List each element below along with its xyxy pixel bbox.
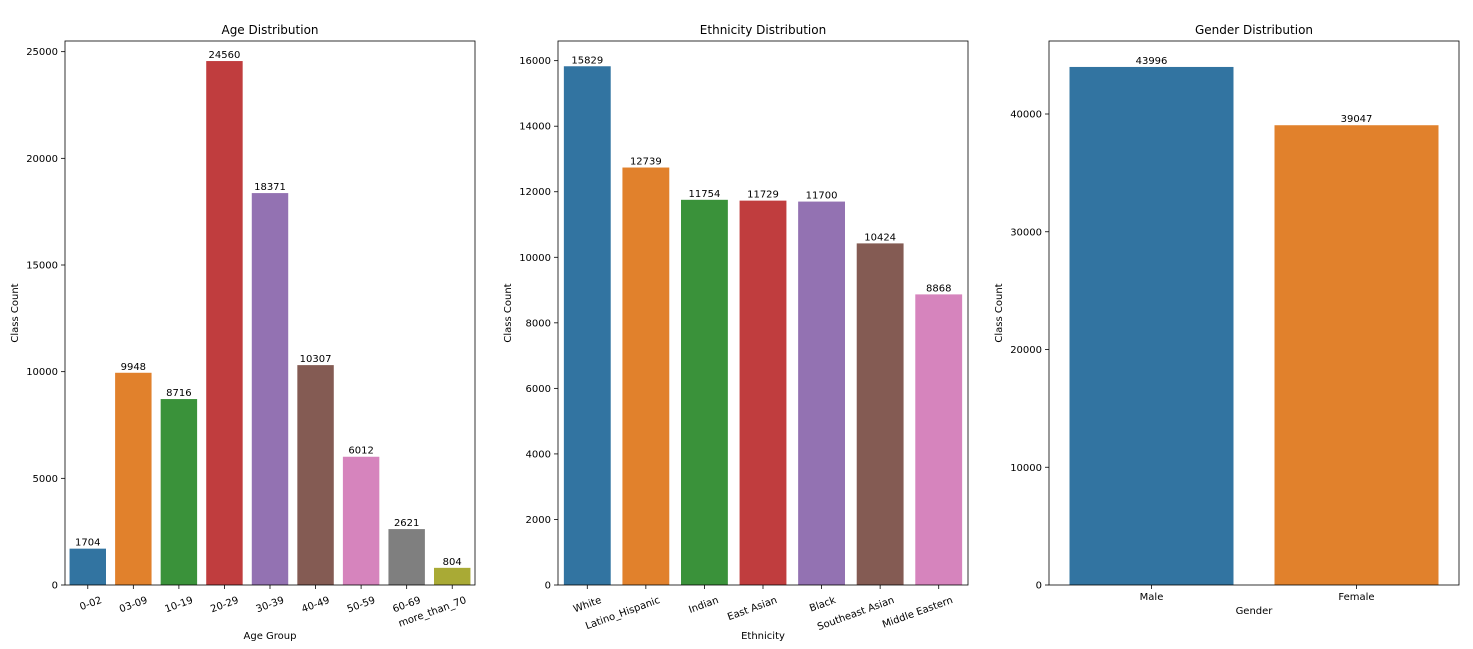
data-label-60-69: 2621 <box>394 518 419 529</box>
bar-40-49 <box>297 365 334 585</box>
bar-60-69 <box>388 529 425 585</box>
x-tick-label-east-asian: East Asian <box>726 595 779 623</box>
data-label-white: 15829 <box>571 55 603 66</box>
y-tick-label: 10000 <box>26 367 58 378</box>
x-tick-label-20-29: 20-29 <box>209 595 240 615</box>
data-label-20-29: 24560 <box>209 50 241 61</box>
chart-title: Gender Distribution <box>1195 23 1313 37</box>
data-label-male: 43996 <box>1136 56 1168 67</box>
x-tick-label-03-09: 03-09 <box>118 595 149 615</box>
bar-east-asian <box>739 200 787 586</box>
age-distribution-chart: 1704 9948 8716 24560 18371 10307 6012 2621 804 0 5… <box>10 23 476 642</box>
x-tick-label-0-02: 0-02 <box>78 595 103 613</box>
x-tick-label-indian: Indian <box>687 595 720 616</box>
y-tick-label: 5000 <box>33 474 58 485</box>
ethnicity-distribution-chart: 15829 12739 11754 11729 11700 10424 8868 0 2000 4… <box>503 23 969 642</box>
y-tick-label: 14000 <box>519 122 551 133</box>
data-label-latino-hispanic: 12739 <box>630 157 662 168</box>
x-axis-label: Ethnicity <box>741 631 785 642</box>
y-tick-label: 2000 <box>526 515 551 526</box>
y-tick-label: 0 <box>545 581 551 592</box>
bar-50-59 <box>342 456 380 585</box>
y-axis-label: Class Count <box>503 283 514 342</box>
y-tick-label: 4000 <box>526 449 551 460</box>
bar-20-29 <box>206 61 243 585</box>
bar-white <box>563 66 611 586</box>
axes-frame <box>1048 40 1460 586</box>
y-tick-label: 0 <box>52 581 58 592</box>
bar-more-than-70 <box>434 567 471 585</box>
data-label-03-09: 9948 <box>121 362 146 373</box>
data-label-40-49: 10307 <box>300 354 332 365</box>
data-label-middle-eastern: 8868 <box>926 283 951 294</box>
y-tick-label: 16000 <box>519 56 551 67</box>
x-tick-label-male: Male <box>1140 592 1164 603</box>
x-tick-label-30-39: 30-39 <box>255 595 286 615</box>
y-tick-label: 20000 <box>1010 345 1042 356</box>
chart-title: Age Distribution <box>221 23 318 37</box>
y-tick-label: 20000 <box>26 154 58 165</box>
x-tick-label-10-19: 10-19 <box>164 595 195 615</box>
data-label-10-19: 8716 <box>166 388 191 399</box>
x-tick-label-female: Female <box>1338 592 1374 603</box>
data-label-30-39: 18371 <box>254 182 286 193</box>
data-label-indian: 11754 <box>689 189 721 200</box>
y-tick-label: 6000 <box>526 384 551 395</box>
y-axis-label: Class Count <box>994 283 1005 342</box>
data-label-female: 39047 <box>1341 114 1373 125</box>
x-tick-label-50-59: 50-59 <box>346 595 377 615</box>
data-label-50-59: 6012 <box>348 446 373 457</box>
y-axis-label: Class Count <box>10 283 21 342</box>
y-tick-label: 8000 <box>526 318 551 329</box>
data-label-0-02: 1704 <box>75 538 100 549</box>
data-label-black: 11700 <box>806 191 838 202</box>
bar-indian <box>681 199 728 586</box>
bar-30-39 <box>251 193 289 585</box>
bar-0-02 <box>69 548 106 585</box>
x-tick-label-40-49: 40-49 <box>300 595 331 615</box>
y-tick-label: 25000 <box>26 47 58 58</box>
bar-southeast-asian <box>856 243 904 585</box>
data-label-more-than-70: 804 <box>443 557 462 568</box>
y-tick-label: 0 <box>1036 581 1042 592</box>
data-label-east-asian: 11729 <box>747 190 779 201</box>
y-tick-label: 40000 <box>1010 110 1042 121</box>
y-tick-label: 10000 <box>519 253 551 264</box>
gender-distribution-chart: 43996 39047 0 10000 20000 30000 40000 Male Femal… <box>994 23 1460 617</box>
y-tick-label: 12000 <box>519 187 551 198</box>
bar-03-09 <box>115 372 152 585</box>
bar-latino-hispanic <box>622 167 670 585</box>
x-tick-label-white: White <box>572 595 603 615</box>
bar-black <box>798 201 845 585</box>
bar-middle-eastern <box>915 294 963 585</box>
y-tick-label: 10000 <box>1010 463 1042 474</box>
y-tick-label: 30000 <box>1010 227 1042 238</box>
x-axis-label: Gender <box>1236 606 1274 617</box>
bar-10-19 <box>160 399 198 585</box>
bar-male <box>1069 66 1234 586</box>
x-tick-label-black: Black <box>808 595 837 615</box>
chart-title: Ethnicity Distribution <box>700 23 826 37</box>
data-label-southeast-asian: 10424 <box>864 232 896 243</box>
x-axis-label: Age Group <box>244 631 297 642</box>
y-tick-label: 15000 <box>26 261 58 272</box>
bar-female <box>1274 125 1439 585</box>
